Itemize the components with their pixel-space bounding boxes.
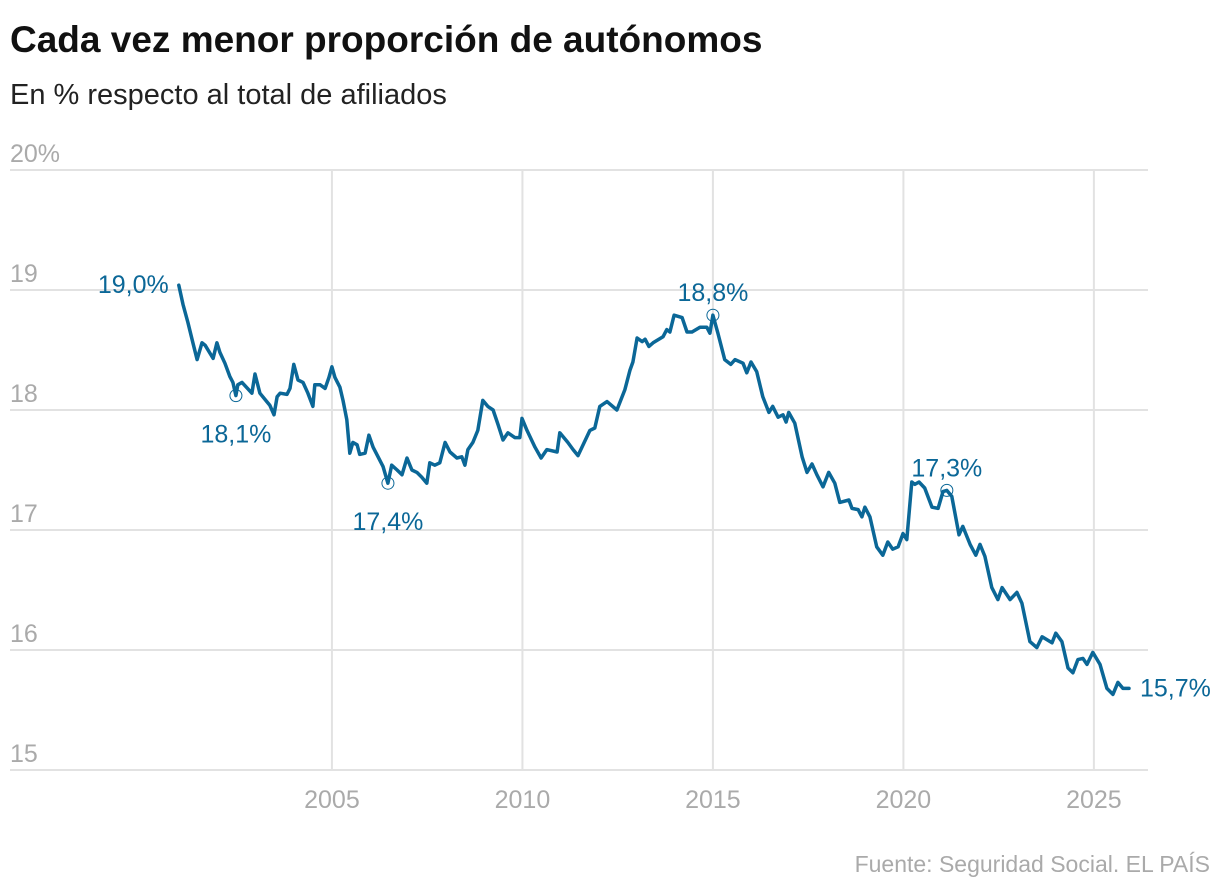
annotation-marker xyxy=(940,483,954,497)
series-line xyxy=(177,283,1131,697)
chart-title: Cada vez menor proporción de autónomos xyxy=(10,19,762,60)
y-tick-label: 20% xyxy=(10,140,60,168)
y-tick-label: 16 xyxy=(10,620,38,648)
x-tick-label: 2010 xyxy=(495,786,551,814)
x-axis: 2005 2010 2015 2020 2025 xyxy=(304,786,1122,814)
annotation-label: 17,3% xyxy=(911,454,982,482)
y-tick-label: 19 xyxy=(10,260,38,288)
annotation-label: 19,0% xyxy=(98,271,169,299)
y-tick-label: 15 xyxy=(10,740,38,768)
annotation-marker xyxy=(381,476,395,490)
annotation-label: 18,1% xyxy=(200,421,271,449)
annotation-label: 15,7% xyxy=(1140,674,1211,702)
y-tick-label: 17 xyxy=(10,500,38,528)
annotation-marker xyxy=(706,308,720,322)
chart-subtitle: En % respecto al total de afiliados xyxy=(10,79,447,111)
annotation-marker xyxy=(229,389,243,403)
y-axis: 20% 19 18 17 16 15 xyxy=(10,140,60,768)
annotations: 19,0% 18,1% 17,4% 18,8% 17,3% 15,7% xyxy=(98,271,1211,702)
annotation-label: 18,8% xyxy=(677,279,748,307)
x-tick-label: 2005 xyxy=(304,786,360,814)
source-note: Fuente: Seguridad Social. EL PAÍS xyxy=(855,851,1210,877)
x-tick-label: 2015 xyxy=(685,786,741,814)
y-tick-label: 18 xyxy=(10,380,38,408)
annotation-label: 17,4% xyxy=(352,508,423,536)
x-tick-label: 2020 xyxy=(876,786,932,814)
gridlines xyxy=(10,169,1148,771)
x-tick-label: 2025 xyxy=(1066,786,1122,814)
